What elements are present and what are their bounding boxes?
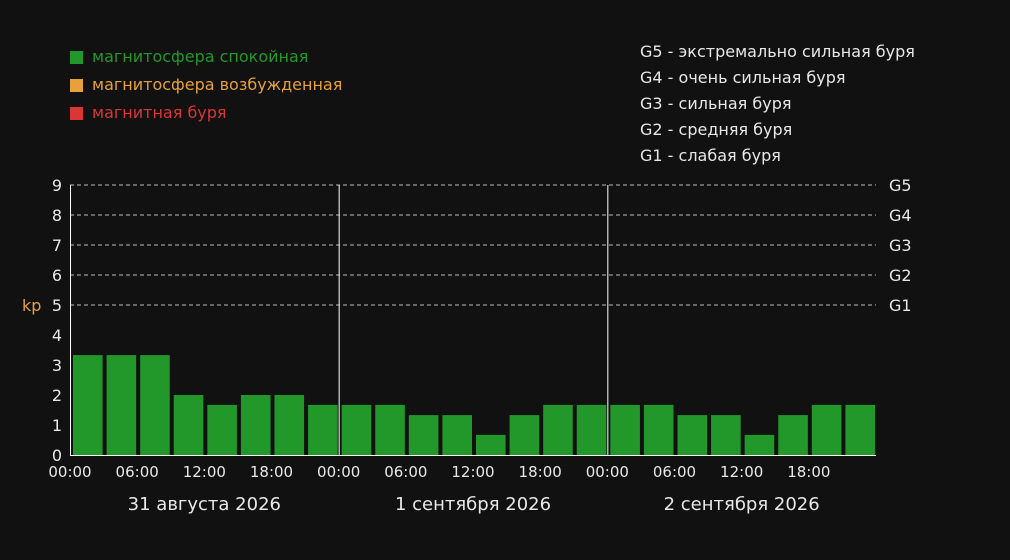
y-tick-label: 1	[52, 416, 62, 435]
legend-label-calm: магнитосфера спокойная	[92, 46, 309, 66]
kp-bar	[476, 434, 506, 455]
kp-bar	[442, 415, 472, 455]
kp-bar	[140, 355, 170, 455]
storm-level-g1: G1 - слабая буря	[640, 146, 781, 165]
kp-bar	[543, 404, 573, 455]
kp-bar	[106, 355, 137, 455]
storm-level-g2: G2 - средняя буря	[640, 120, 793, 139]
kp-bar	[308, 404, 338, 455]
y-tick-label: 3	[52, 356, 62, 375]
kp-bar	[173, 395, 204, 455]
x-tick-label: 18:00	[250, 463, 293, 481]
y-tick-label: 0	[52, 446, 62, 465]
x-tick-label: 12:00	[451, 463, 494, 481]
day-label: 1 сентября 2026	[395, 494, 551, 515]
x-tick-label: 12:00	[720, 463, 763, 481]
kp-bar	[845, 404, 875, 455]
x-tick-label: 06:00	[653, 463, 696, 481]
x-tick-label: 00:00	[586, 463, 629, 481]
kp-bar	[408, 415, 439, 455]
right-tick-label-g2: G2	[889, 266, 912, 285]
x-tick-label: 06:00	[116, 463, 159, 481]
legend-item-excited: магнитосфера возбужденная	[70, 70, 342, 98]
y-tick-label: 7	[52, 236, 62, 255]
kp-bar	[677, 415, 708, 455]
kp-bar	[509, 415, 540, 455]
kp-bar	[811, 404, 842, 455]
right-tick-label-g4: G4	[889, 206, 912, 225]
legend-swatch-storm-icon	[70, 106, 83, 120]
y-tick-label: 5	[52, 296, 62, 315]
day-label: 2 сентября 2026	[664, 494, 820, 515]
kp-bar	[73, 355, 103, 455]
kp-bar	[610, 404, 640, 455]
legend-item-storm: магнитная буря	[70, 98, 342, 126]
legend-swatch-excited-icon	[70, 78, 83, 92]
kp-bar	[576, 404, 607, 455]
kp-bar	[274, 395, 305, 455]
storm-level-g3: G3 - сильная буря	[640, 94, 792, 113]
right-tick-label-g3: G3	[889, 236, 912, 255]
storm-level-g4: G4 - очень сильная буря	[640, 68, 846, 87]
kp-bar	[778, 415, 808, 455]
storm-level-list: G5 - экстремально сильная буря G4 - очен…	[640, 42, 915, 172]
x-tick-label: 06:00	[384, 463, 427, 481]
x-tick-label: 18:00	[787, 463, 830, 481]
kp-bar	[341, 404, 372, 455]
kp-bar	[711, 415, 741, 455]
x-tick-label: 00:00	[317, 463, 360, 481]
kp-bar	[240, 395, 271, 455]
x-tick-label: 18:00	[519, 463, 562, 481]
kp-bar	[643, 404, 674, 455]
y-axis-label: kp	[22, 296, 41, 315]
kp-bar	[375, 404, 405, 455]
kp-bar	[744, 434, 775, 455]
storm-level-g5: G5 - экстремально сильная буря	[640, 42, 915, 61]
day-label: 31 августа 2026	[128, 494, 281, 515]
legend-label-storm: магнитная буря	[92, 102, 227, 122]
x-tick-label: 12:00	[183, 463, 226, 481]
y-tick-label: 6	[52, 266, 62, 285]
legend-item-calm: магнитосфера спокойная	[70, 42, 342, 70]
y-tick-label: 9	[52, 176, 62, 195]
legend-swatch-calm-icon	[70, 50, 83, 64]
y-tick-label: 2	[52, 386, 62, 405]
legend: магнитосфера спокойная магнитосфера возб…	[70, 42, 342, 126]
right-tick-label-g1: G1	[889, 296, 912, 315]
y-tick-label: 8	[52, 206, 62, 225]
kp-bar	[207, 404, 237, 455]
x-tick-label: 00:00	[48, 463, 91, 481]
y-tick-label: 4	[52, 326, 62, 345]
right-tick-label-g5: G5	[889, 176, 912, 195]
legend-label-excited: магнитосфера возбужденная	[92, 74, 343, 94]
